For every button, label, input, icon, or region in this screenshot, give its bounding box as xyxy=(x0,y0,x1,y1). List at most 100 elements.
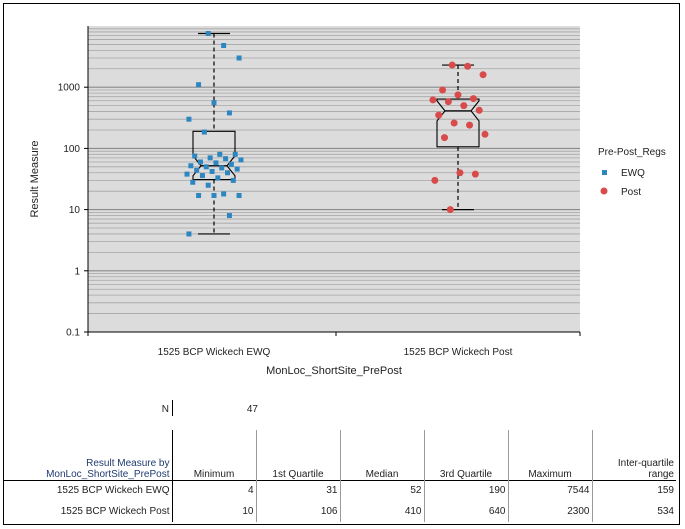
data-point-post xyxy=(446,206,454,214)
cell-q1: 106 xyxy=(255,501,340,522)
n-label: N xyxy=(161,404,169,415)
x-tick-label: 1525 BCP Wickech EWQ xyxy=(158,347,271,358)
legend-label-ewq: EWQ xyxy=(621,168,645,179)
legend-label-post: Post xyxy=(621,187,641,198)
data-point-post xyxy=(471,170,479,178)
data-point-ewq xyxy=(211,100,217,106)
col-header-q1: 1st Quartile xyxy=(255,430,340,480)
cell-q3: 190 xyxy=(423,479,508,501)
stats-table: Result Measure by MonLoc_ShortSite_PrePo… xyxy=(4,430,676,522)
data-point-ewq xyxy=(226,110,232,116)
row-label: 1525 BCP Wickech Post xyxy=(4,501,173,522)
data-point-post xyxy=(454,91,462,99)
data-point-ewq xyxy=(221,191,227,197)
legend-marker-ewq xyxy=(602,170,607,175)
data-point-ewq xyxy=(230,177,236,183)
data-point-ewq xyxy=(198,159,203,165)
data-point-ewq xyxy=(209,168,215,174)
chart-frame: 0.1 1 10 100 1000 1525 BCP Wickech EWQ 1525 B… xyxy=(3,3,680,525)
box-body xyxy=(436,98,480,148)
col-header-minimum: Minimum xyxy=(171,430,256,480)
stats-row-header: Result Measure by MonLoc_ShortSite_PrePo… xyxy=(46,457,170,480)
data-points xyxy=(184,30,489,237)
col-header-iqr: Inter-quartile range xyxy=(591,430,676,480)
cell-minimum: 4 xyxy=(171,479,256,501)
y-tick-label: 1 xyxy=(74,266,80,277)
data-point-ewq xyxy=(234,166,240,172)
data-point-ewq xyxy=(205,182,211,188)
data-point-ewq xyxy=(184,171,190,177)
data-point-post xyxy=(448,61,456,69)
legend-marker-post xyxy=(600,187,608,195)
y-axis-label: Result Measure xyxy=(29,140,41,217)
table-row: 1525 BCP Wickech EWQ 4 31 52 190 7544 15… xyxy=(4,479,676,501)
data-point-post xyxy=(479,71,487,79)
data-point-ewq xyxy=(219,165,225,171)
data-point-ewq xyxy=(232,151,238,157)
y-tick-label: 0.1 xyxy=(66,328,80,339)
data-point-post xyxy=(441,134,448,142)
col-header-q3: 3rd Quartile xyxy=(423,430,508,480)
legend-title: Pre-Post_Regs xyxy=(598,147,666,158)
y-tick-label: 1000 xyxy=(58,83,81,94)
data-point-ewq xyxy=(194,167,200,173)
table-row: 1525 BCP Wickech Post 10 106 410 640 230… xyxy=(4,501,676,522)
data-point-ewq xyxy=(199,173,205,179)
y-tick-label: 100 xyxy=(63,144,80,155)
data-point-ewq xyxy=(226,213,232,219)
data-point-ewq xyxy=(205,30,211,36)
data-point-ewq xyxy=(225,170,230,176)
data-point-ewq xyxy=(217,151,223,157)
data-point-post xyxy=(429,96,437,104)
data-point-post xyxy=(469,95,477,103)
data-point-ewq xyxy=(192,153,198,159)
row-label: 1525 BCP Wickech EWQ xyxy=(4,479,173,501)
cell-minimum: 10 xyxy=(171,501,256,522)
n-value: 47 xyxy=(246,404,258,415)
data-point-post xyxy=(444,98,452,106)
data-point-ewq xyxy=(190,179,196,185)
data-point-ewq xyxy=(196,82,202,88)
cell-maximum: 2300 xyxy=(507,501,592,522)
data-point-post xyxy=(464,62,472,70)
data-point-post xyxy=(456,169,464,177)
data-point-ewq xyxy=(211,192,217,198)
cell-iqr: 534 xyxy=(591,501,676,522)
data-point-ewq xyxy=(213,160,219,166)
data-point-ewq xyxy=(228,161,234,167)
x-tick-label: 1525 BCP Wickech Post xyxy=(404,347,513,358)
data-point-ewq xyxy=(238,157,244,163)
data-point-ewq xyxy=(186,116,192,122)
data-point-ewq xyxy=(215,175,221,181)
data-point-ewq xyxy=(186,231,192,237)
y-tick-labels: 0.1 1 10 100 1000 xyxy=(58,83,88,339)
data-point-post xyxy=(439,86,447,94)
cell-median: 52 xyxy=(339,479,424,501)
data-point-ewq xyxy=(221,43,227,49)
data-point-ewq xyxy=(236,55,242,61)
col-header-maximum: Maximum xyxy=(507,430,592,480)
cell-maximum: 7544 xyxy=(507,479,592,501)
data-point-ewq xyxy=(203,164,209,170)
plot-background xyxy=(88,26,580,332)
cell-median: 410 xyxy=(339,501,424,522)
stats-header-row: Result Measure by MonLoc_ShortSite_PrePo… xyxy=(4,430,676,480)
data-point-post xyxy=(475,106,483,114)
cell-q3: 640 xyxy=(423,501,508,522)
data-point-post xyxy=(460,102,468,110)
data-point-ewq xyxy=(201,129,207,135)
data-point-post xyxy=(481,130,489,138)
x-axis-label: MonLoc_ShortSite_PrePost xyxy=(266,365,402,377)
data-point-post xyxy=(435,111,443,119)
data-point-post xyxy=(431,176,439,184)
data-point-post xyxy=(450,119,458,127)
n-separator xyxy=(172,400,173,416)
data-point-post xyxy=(466,121,474,129)
data-point-ewq xyxy=(196,192,202,198)
data-point-ewq xyxy=(223,156,229,162)
data-point-ewq xyxy=(207,155,213,161)
y-tick-label: 10 xyxy=(69,205,81,216)
x-tick-labels: 1525 BCP Wickech EWQ 1525 BCP Wickech Pos… xyxy=(87,332,581,358)
data-point-ewq xyxy=(188,163,194,169)
